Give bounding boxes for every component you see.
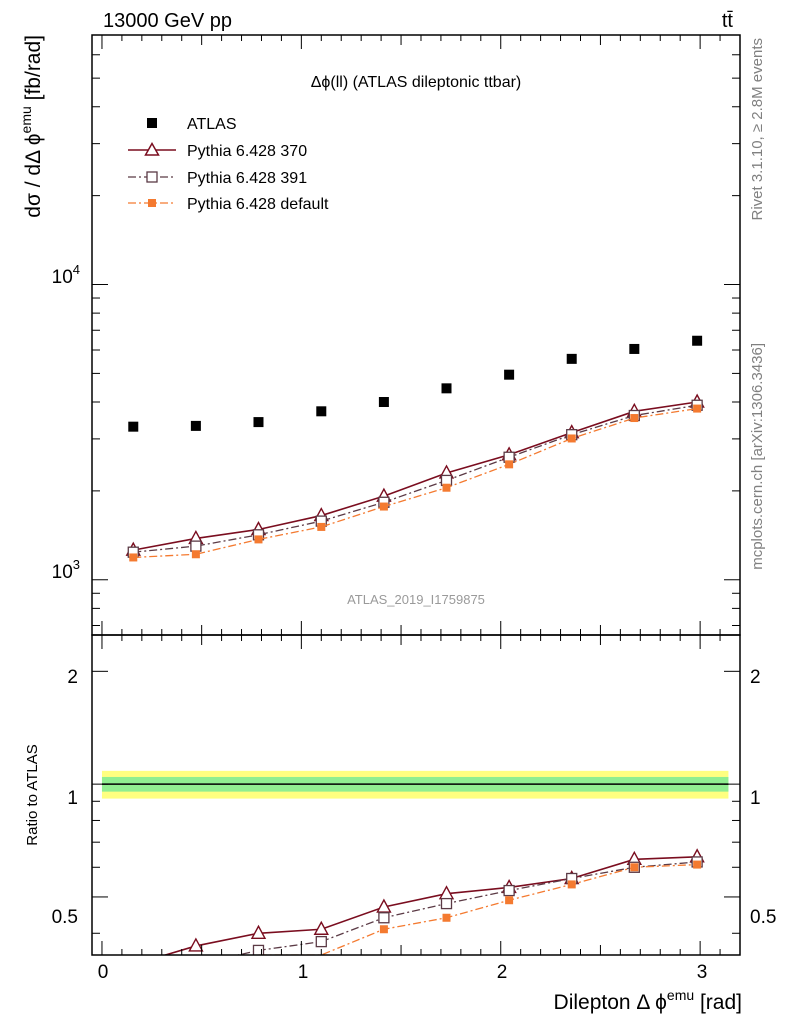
main-ylabel-sup: emu [18,106,34,133]
ratio-series-p391-line [235,861,698,955]
ratio-ytick-left-1: 1 [67,788,78,809]
xtick-label-0: 0 [98,962,109,983]
main-ylabel-text: dσ / dΔ ϕ [22,133,45,217]
ratio-ytick-left-2: 2 [67,667,78,688]
ratio-series-group [162,848,705,955]
legend-marker-pdefault [148,199,156,207]
main-series-pdefault-point-8 [630,414,639,423]
ratio-ytick-right-1: 1 [750,788,761,809]
legend-label-atlas: ATLAS [187,116,237,133]
ratio-series-pdefault-line [254,863,698,955]
main-ylabel: dσ / dΔ ϕemu [fb/rad] [18,35,45,218]
main-atlas-point-5 [441,383,452,394]
analysis-watermark: ATLAS_2019_I1759875 [347,592,485,607]
ratio-ticks [92,635,740,955]
rivet-version-label: Rivet 3.1.10, ≥ 2.8M events [749,38,766,221]
mcplots-source-label: mcplots.cern.ch [arXiv:1306.3436] [749,343,766,570]
main-series-pdefault-point-1 [191,550,200,559]
main-ytick-10e3: 103 [52,557,80,583]
main-series-pdefault-point-4 [379,502,388,511]
xtick-label-3: 3 [697,962,708,983]
ratio-series-pdefault-point-8 [630,863,639,872]
main-ticks [92,34,740,635]
ratio-series-p370-line [162,855,698,955]
legend-label-p370: Pythia 6.428 370 [187,143,307,160]
main-series-pdefault-line [133,407,698,559]
main-atlas-point-7 [566,353,577,364]
main-ytick-10e4-exp: 4 [73,262,80,277]
main-series-pdefault-point-2 [254,535,263,544]
legend-label-pdefault: Pythia 6.428 default [187,196,329,213]
main-ytick-10e4: 104 [52,262,80,288]
legend-label-p391: Pythia 6.428 391 [187,170,307,187]
ratio-series-pdefault-point-7 [567,880,576,889]
main-series-p391-point-1 [190,540,202,552]
main-series-p391-line [133,404,698,553]
ratio-ytick-right-2: 2 [750,667,761,688]
main-series-pdefault-point-7 [567,434,576,443]
main-atlas-point-8 [629,343,640,354]
ratio-data-layer [101,770,729,955]
main-atlas-point-1 [190,420,201,431]
main-title: Δϕ(ll) (ATLAS dileptonic ttbar) [311,74,522,91]
main-atlas-point-9 [692,335,703,346]
ratio-series-p370-point-1 [188,937,204,952]
ratio-series-pdefault-point-5 [442,913,451,922]
ratio-ylabel: Ratio to ATLAS [24,744,41,845]
xaxis-label: Dilepton Δ ϕemu [rad] [554,987,742,1014]
legend: ATLAS Pythia 6.428 370 Pythia 6.428 391 … [128,116,329,213]
ratio-frame [91,634,741,956]
ratio-series-p391-point-6 [503,884,515,897]
xaxis-label-text: Dilepton Δ ϕ [554,991,667,1014]
ratio-series-p391-point-3 [315,935,327,948]
main-series-pdefault-point-0 [129,553,138,562]
ratio-ytick-right-05: 0.5 [750,907,776,928]
main-series-pdefault-point-3 [317,522,326,531]
main-series-pdefault-point-5 [442,483,451,492]
main-panel: Δϕ(ll) (ATLAS dileptonic ttbar) ATLAS_20… [18,34,741,636]
xaxis-label-unit: [rad] [694,991,742,1014]
xtick-label-2: 2 [497,962,508,983]
ratio-ytick-left-05: 0.5 [52,907,78,928]
ratio-series-p391-point-2 [252,944,265,955]
main-series-pdefault-point-9 [693,404,702,413]
ratio-series-pdefault-point-9 [693,860,702,869]
main-data-layer [125,335,705,562]
legend-marker-p370 [144,141,160,156]
ratio-series-p370-point-4 [376,898,392,913]
main-atlas-point-3 [316,406,327,417]
header-process-label: tt̄ [722,10,734,32]
ratio-series-p370-point-3 [313,920,329,935]
ratio-series-p391-point-5 [440,897,453,910]
main-ytick-10e3-exp: 3 [73,557,80,572]
ratio-series-pdefault-point-4 [379,925,388,934]
xaxis-label-sup: emu [667,987,694,1003]
main-ytick-10e3-base: 10 [52,562,73,583]
main-series-pdefault-point-6 [505,460,514,469]
ratio-series-p391-point-4 [378,912,390,924]
xtick-label-1: 1 [298,962,309,983]
main-atlas-point-4 [378,397,389,408]
main-atlas-point-0 [128,421,139,432]
legend-marker-atlas [147,118,157,128]
main-ytick-10e4-base: 10 [52,267,73,288]
main-ylabel-unit: [fb/rad] [22,35,45,106]
ratio-series-pdefault-point-6 [505,896,514,905]
main-atlas-point-2 [253,417,264,428]
legend-marker-p391 [146,171,158,183]
ratio-panel: 2 1 0.5 2 1 0.5 Ratio to ATLAS [24,634,776,956]
main-atlas-point-6 [504,369,515,380]
ratio-series-p370-point-2 [250,924,267,939]
header-energy-label: 13000 GeV pp [103,10,232,32]
main-series-p370-line [133,401,698,551]
